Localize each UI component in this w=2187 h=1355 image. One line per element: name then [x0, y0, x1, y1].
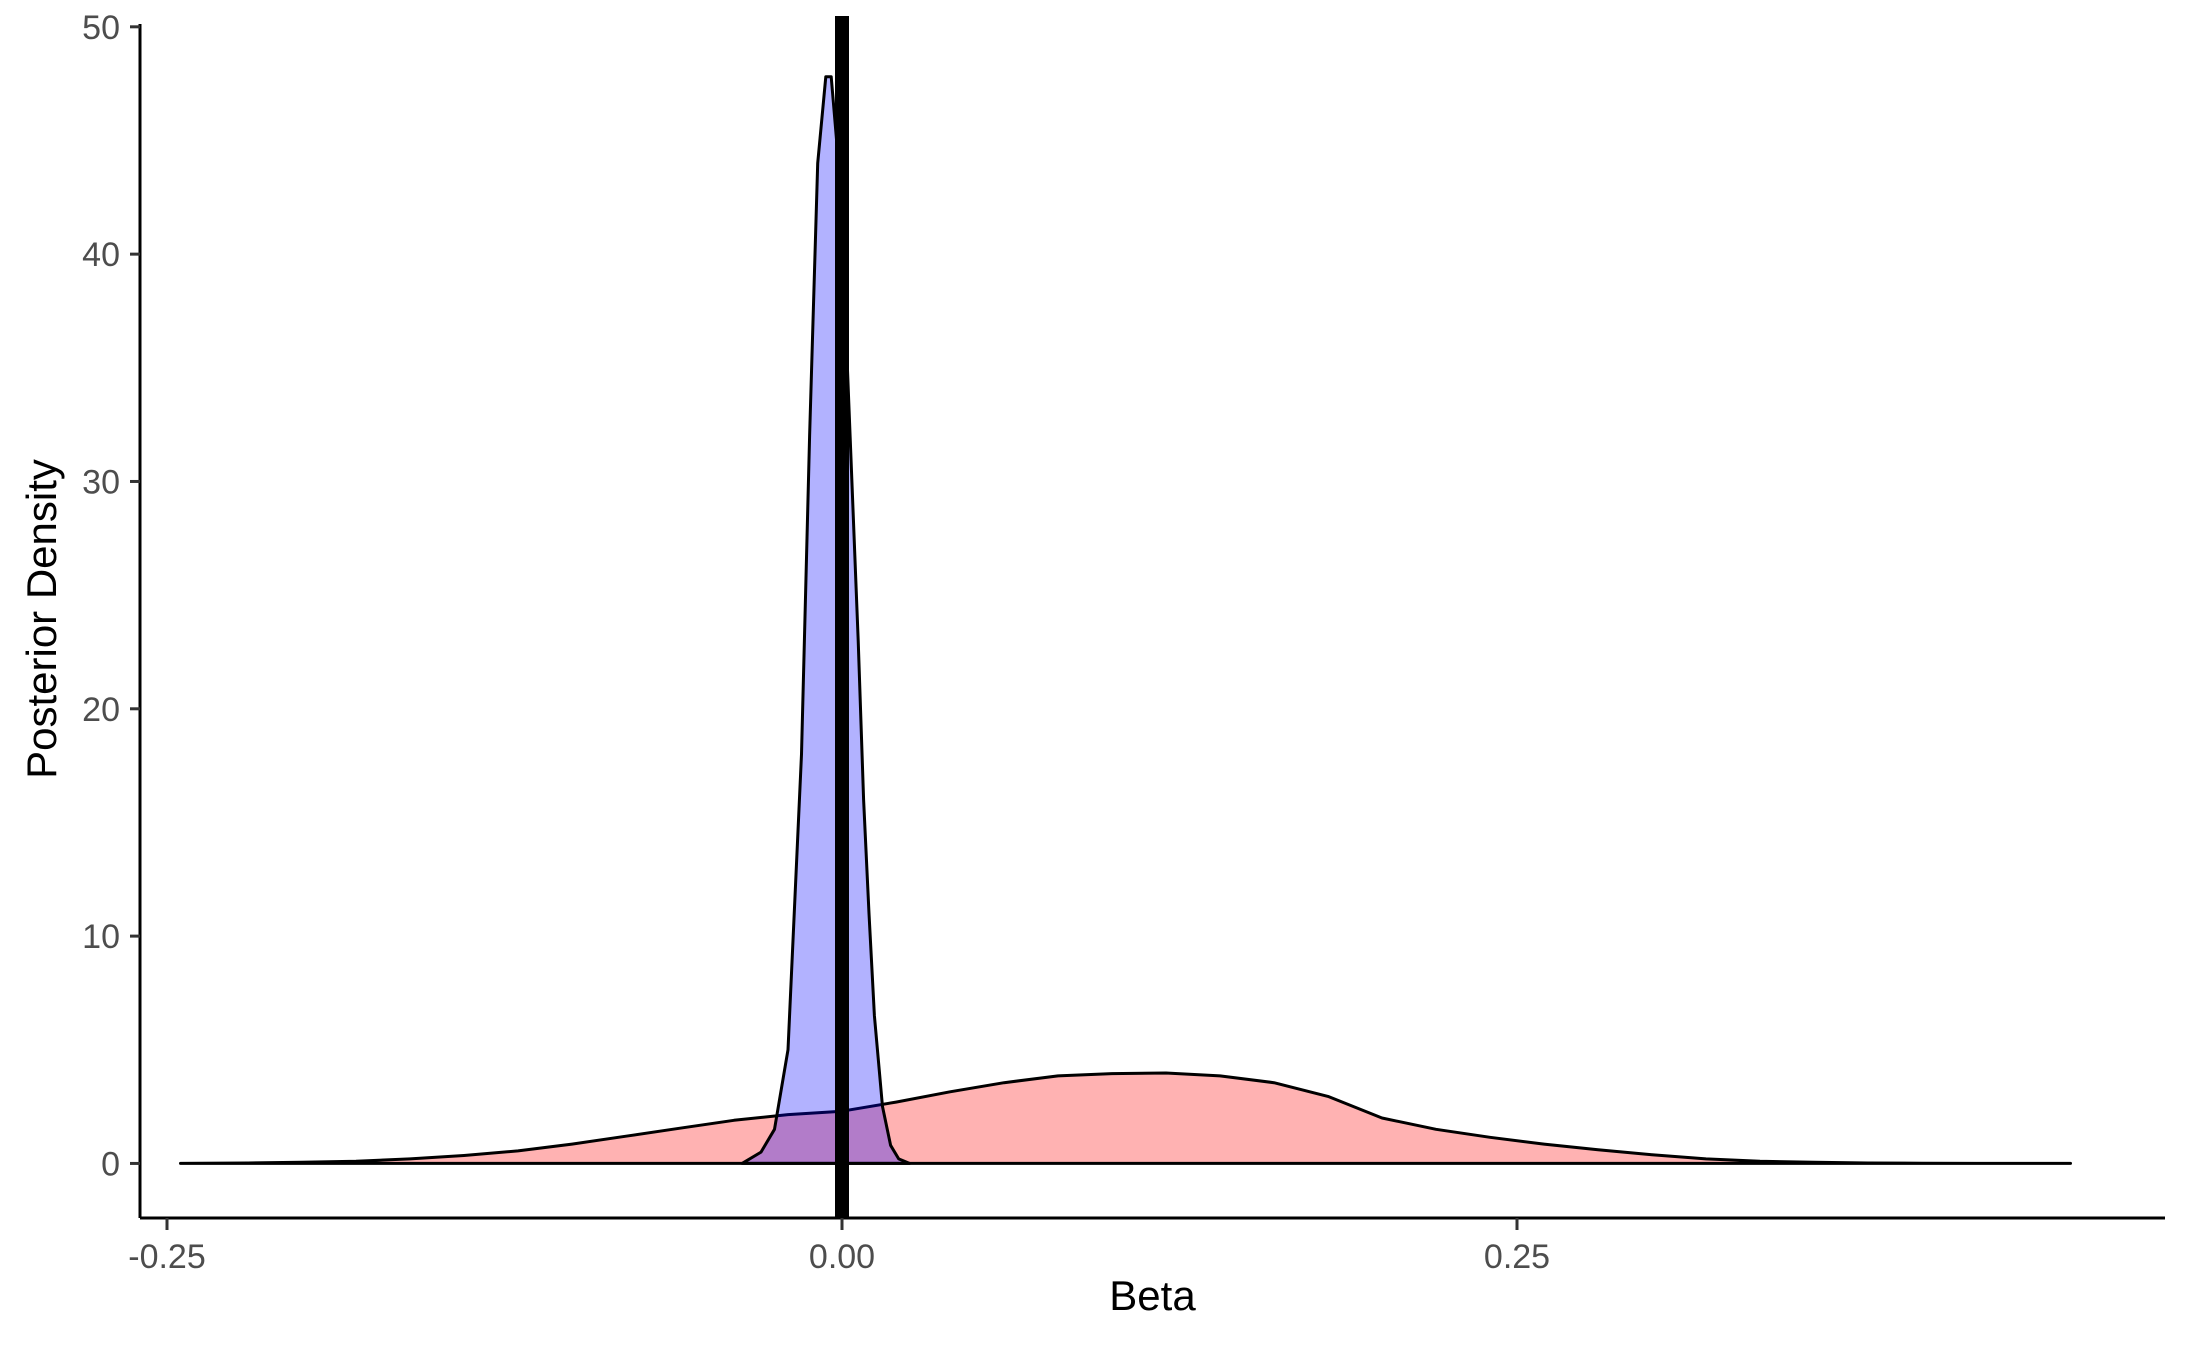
- x-tick-label: -0.25: [128, 1238, 206, 1276]
- y-tick-label: 40: [82, 236, 120, 274]
- series-layer: [179, 75, 2072, 1165]
- y-tick-label: 30: [82, 463, 120, 501]
- y-tick-label: 0: [101, 1145, 120, 1183]
- axis-layer: 0 10 20 30 40 50 -0.25 0.00 0.25: [82, 9, 2165, 1276]
- density-area-1: [179, 1071, 2072, 1165]
- y-tick-label: 50: [82, 9, 120, 47]
- x-tick-label: 0.25: [1484, 1238, 1550, 1276]
- y-tick-label: 20: [82, 691, 120, 729]
- density-area-2: [740, 75, 911, 1165]
- x-axis-title: Beta: [1109, 1272, 1196, 1319]
- y-axis-title: Posterior Density: [18, 459, 65, 779]
- y-tick-label: 10: [82, 918, 120, 956]
- x-tick-label: 0.00: [809, 1238, 875, 1276]
